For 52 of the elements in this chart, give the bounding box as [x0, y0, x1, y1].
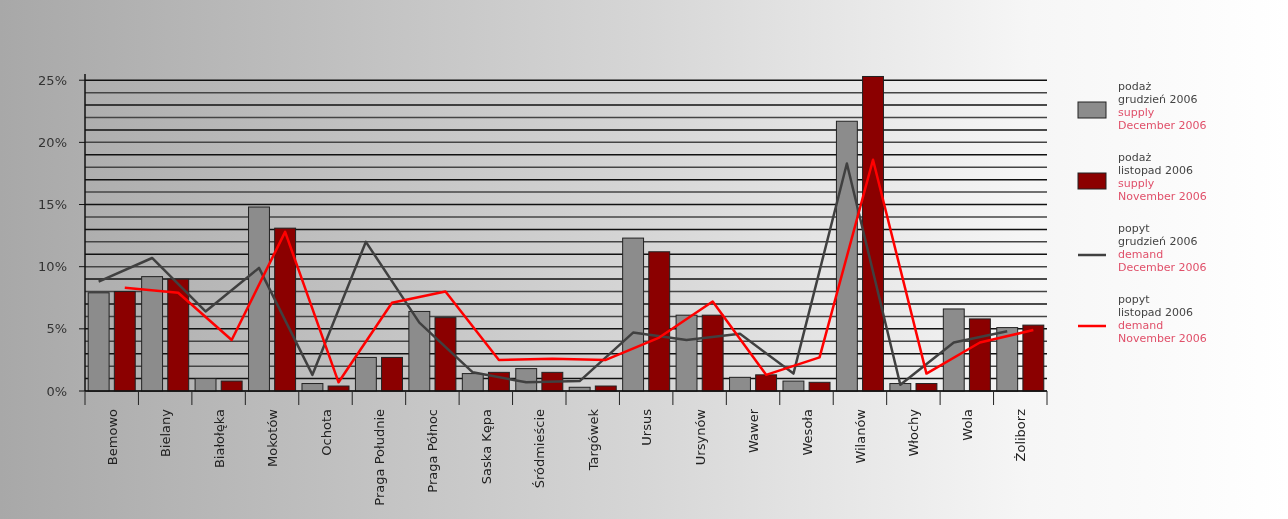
x-tick-label: Bielany [158, 408, 174, 458]
bar [942, 308, 965, 392]
x-tick-label: Praga Północ [425, 409, 441, 493]
y-tick-label: 5% [46, 321, 67, 337]
bar [782, 380, 805, 392]
y-tick-label: 15% [38, 197, 67, 213]
bar [141, 276, 164, 392]
x-tick-label: Bemowo [104, 408, 120, 466]
bar [274, 227, 297, 392]
x-tick-label: Wesoła [799, 409, 815, 456]
x-tick-label: Śródmieście [532, 409, 548, 489]
bar [968, 318, 991, 392]
bar [248, 206, 270, 392]
bar [996, 327, 1019, 392]
bar [835, 120, 858, 392]
legend-label: podaż grudzień 2006 supply December 2006 [1118, 80, 1207, 132]
x-tick-label: Ursynów [692, 408, 708, 466]
bar [408, 310, 431, 392]
x-tick-label: Włochy [906, 408, 922, 457]
x-tick-label: Żoliborz [1013, 408, 1029, 462]
y-tick-label: 20% [38, 134, 67, 150]
x-tick-label: Ochota [318, 409, 334, 456]
x-tick-label: Targówek [585, 408, 601, 472]
y-tick-label: 0% [46, 383, 67, 399]
x-tick-label: Ursus [639, 408, 655, 446]
x-tick-label: Wawer [746, 408, 762, 453]
bar [381, 356, 403, 392]
bar [354, 356, 377, 392]
y-tick-label: 10% [38, 259, 67, 275]
bar [434, 317, 457, 392]
bar [675, 314, 698, 392]
bar [862, 75, 884, 392]
legend-label: podaż listopad 2006 supply November 2006 [1118, 151, 1207, 203]
bar [167, 278, 190, 392]
bar [194, 378, 217, 392]
bar [755, 374, 778, 392]
x-tick-label: Wola [959, 409, 975, 441]
x-tick-label: Białołęka [211, 409, 227, 469]
legend-label: popyt listopad 2006 demand November 2006 [1118, 293, 1207, 345]
bar [622, 237, 645, 392]
bar [1022, 324, 1045, 392]
bar [648, 251, 671, 392]
bar [701, 314, 724, 392]
bar [220, 380, 243, 392]
legend-label: popyt grudzień 2006 demand December 2006 [1118, 222, 1207, 274]
x-tick-label: Mokotów [265, 408, 281, 467]
bar [113, 291, 136, 392]
x-tick-label: Saska Kępa [478, 409, 494, 485]
x-tick-label: Praga Południe [371, 409, 387, 506]
y-tick-label: 25% [38, 72, 67, 88]
x-tick-label: Wilanów [852, 408, 868, 464]
bar [87, 292, 110, 392]
